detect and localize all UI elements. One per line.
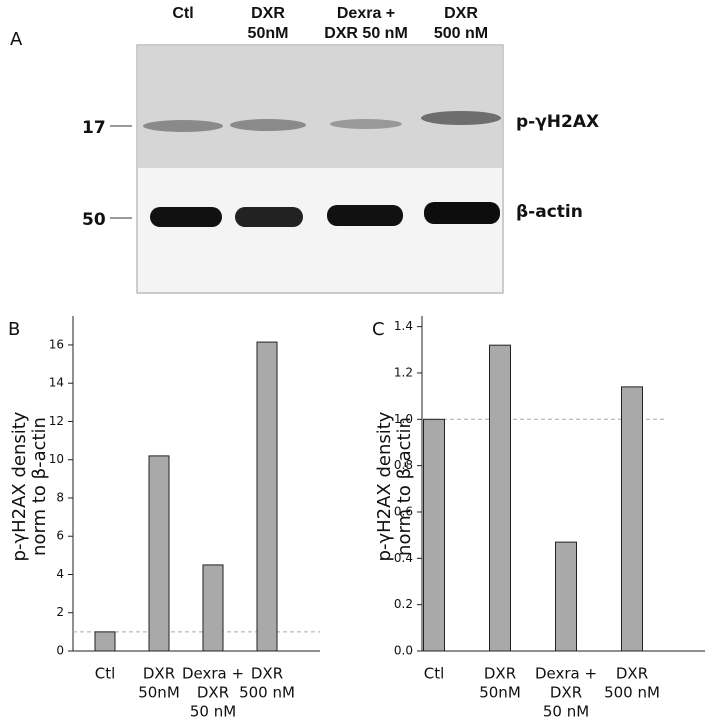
lane-label: 500 nM [434,25,488,42]
lane-label: Ctl [172,5,193,22]
panel-label: B [8,319,20,340]
x-tick-label: DXR [616,665,648,683]
x-tick-label: DXR [484,665,516,683]
y-tick-label: 1.0 [394,412,413,426]
band [143,120,223,132]
x-tick-label: DXR [197,684,229,702]
y-tick-label: 0.4 [394,551,413,565]
x-tick-label: 500 nM [604,684,660,702]
lane-label: 50nM [248,25,289,42]
x-tick-label: 500 nM [239,684,295,702]
y-tick-label: 0.0 [394,644,413,658]
x-tick-label: DXR [251,665,283,683]
x-tick-label: Dexra + [535,665,597,683]
bar [148,455,170,652]
x-tick-label: DXR [143,665,175,683]
y-tick-label: 14 [49,376,64,390]
marker-label: 17 [82,118,106,138]
bar [256,341,278,652]
band-label: β-actin [516,202,583,222]
x-tick-label: Dexra + [182,665,244,683]
y-tick-label: 1.2 [394,365,413,379]
blot [110,44,504,294]
x-tick-label: 50 nM [543,703,589,721]
bar [489,344,511,652]
y-tick-label: 0.8 [394,458,413,472]
x-tick-label: 50nM [138,684,180,702]
panel-label: C [372,319,385,340]
y-axis-label: norm to β-actin [29,417,50,556]
band [327,205,403,226]
lane-label: Dexra + [337,5,395,22]
x-tick-label: Ctl [95,665,116,683]
y-axis-label: norm to β-actin [394,417,415,556]
band [330,119,402,129]
bar [555,541,577,652]
bar [202,564,224,652]
band [230,119,306,131]
panel-label: A [10,29,23,50]
bar [621,386,643,652]
x-tick-label: 50 nM [190,703,236,721]
y-tick-label: 8 [56,490,64,504]
y-tick-label: 1.4 [394,319,413,333]
band [421,111,501,125]
band [424,202,500,224]
lane-label: DXR 50 nM [324,25,408,42]
bar [423,418,445,652]
y-tick-label: 16 [49,337,64,351]
lane-label: DXR [444,5,478,22]
band [150,207,222,227]
lane-label: DXR [251,5,285,22]
bar [94,631,116,652]
y-tick-label: 2 [56,605,64,619]
y-tick-label: 4 [56,567,64,581]
band [235,207,303,227]
y-tick-label: 0.2 [394,597,413,611]
y-axis-label: p-γH2AX density [9,411,30,561]
blot-upper [138,46,502,168]
y-tick-label: 10 [49,452,64,466]
x-tick-label: Ctl [424,665,445,683]
y-tick-label: 0.6 [394,504,413,518]
marker-label: 50 [82,210,106,230]
y-tick-label: 6 [56,529,64,543]
y-tick-label: 12 [49,414,64,428]
x-tick-label: DXR [550,684,582,702]
band-label: p-γH2AX [516,112,599,132]
blot-lower [138,168,502,292]
y-tick-label: 0 [56,644,64,658]
x-tick-label: 50nM [479,684,521,702]
y-axis-label: p-γH2AX density [374,411,395,561]
